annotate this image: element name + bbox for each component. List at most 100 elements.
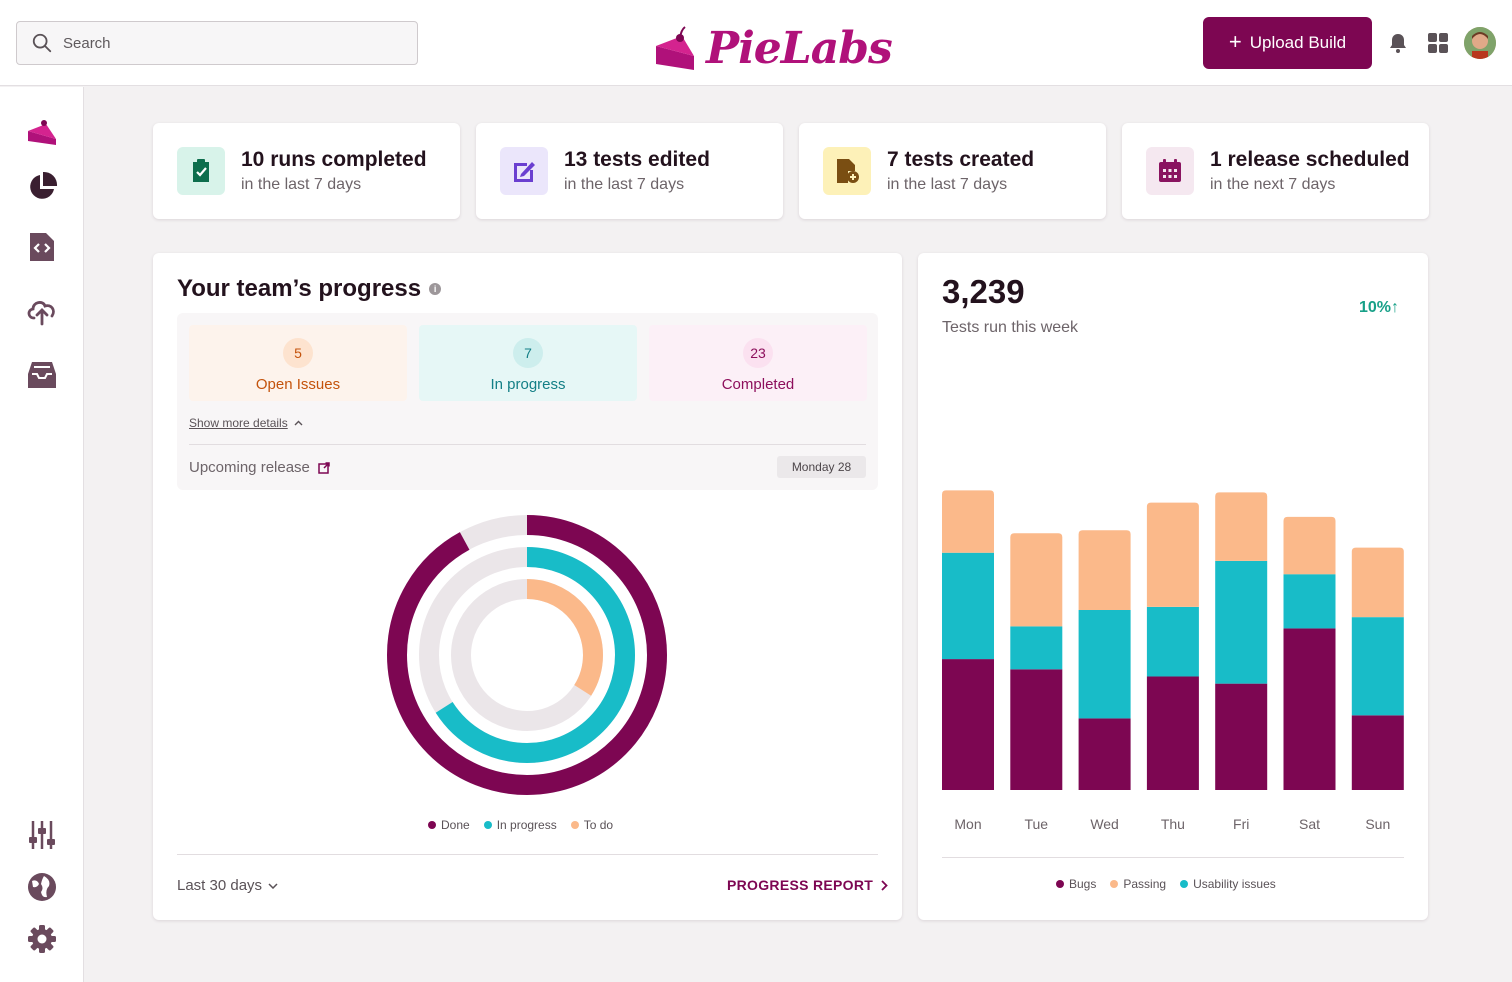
calendar-icon	[1159, 159, 1181, 182]
status-tile-open[interactable]: 5 Open Issues	[189, 325, 407, 401]
sidebar	[0, 87, 84, 982]
bar-segment-usability-issues[interactable]	[1146, 606, 1199, 677]
tests-total: 3,239	[942, 273, 1025, 310]
stat-title: 10 runs completed	[241, 148, 427, 171]
bar-segment-passing[interactable]	[1078, 530, 1131, 610]
chevron-up-icon	[294, 420, 303, 426]
progress-summary: 5 Open Issues 7 In progress 23 Completed…	[177, 313, 878, 490]
sidebar-item-global[interactable]	[24, 869, 60, 905]
progress-title: Your team’s progress	[177, 275, 422, 302]
tests-bar-chart: Mon Tue Wed Thu Fri Sat Sun	[942, 490, 1404, 832]
bar-segment-bugs[interactable]	[1078, 718, 1131, 790]
status-label: Open Issues	[255, 376, 341, 393]
trend-badge: 10%↑	[1359, 299, 1400, 316]
bar-segment-passing[interactable]	[1215, 492, 1268, 561]
legend-label: Usability issues	[1193, 877, 1276, 891]
stat-card-runs[interactable]: 10 runs completed in the last 7 days	[153, 123, 460, 219]
pie-slice-icon	[28, 120, 56, 145]
status-tile-completed[interactable]: 23 Completed	[649, 325, 867, 401]
x-tick-label: Mon	[954, 816, 981, 832]
ring-in-progress	[419, 547, 635, 763]
bar-segment-passing[interactable]	[942, 490, 994, 553]
bar-segment-passing[interactable]	[1351, 547, 1404, 618]
chart-divider	[942, 857, 1404, 858]
release-date-badge: Monday 28	[777, 456, 866, 478]
legend-label: In progress	[496, 818, 557, 832]
upcoming-label: Upcoming release	[189, 459, 310, 476]
x-tick-label: Tue	[1024, 816, 1048, 832]
report-link-label: PROGRESS REPORT	[727, 877, 874, 893]
upload-build-label: Upload Build	[1249, 33, 1347, 52]
date-range-dropdown[interactable]: Last 30 days	[177, 877, 278, 894]
stat-icon-box	[1146, 147, 1194, 195]
user-avatar[interactable]	[1464, 27, 1496, 59]
bar-segment-passing[interactable]	[1010, 533, 1063, 627]
sidebar-item-inbox[interactable]	[24, 357, 60, 393]
plus-icon: +	[1228, 29, 1242, 54]
tests-subtitle: Tests run this week	[942, 319, 1079, 336]
bar-segment-usability-issues[interactable]	[1010, 626, 1063, 670]
upload-build-button[interactable]: + Upload Build	[1203, 17, 1372, 69]
file-add-icon	[837, 159, 859, 183]
chevron-down-icon	[268, 882, 278, 889]
info-icon[interactable]: i	[429, 283, 442, 295]
show-more-label: Show more details	[189, 416, 288, 430]
stat-subtitle: in the next 7 days	[1210, 176, 1336, 193]
sidebar-item-home[interactable]	[24, 113, 60, 149]
globe-icon	[28, 873, 56, 901]
show-more-details-link[interactable]: Show more details	[189, 416, 303, 430]
stat-title: 13 tests edited	[564, 148, 710, 171]
legend-item-passing: Passing	[1110, 877, 1166, 891]
sidebar-item-settings[interactable]	[24, 921, 60, 957]
search-box[interactable]	[16, 21, 418, 65]
status-count: 23	[743, 338, 773, 368]
tests-run-panel: 3,239 Tests run this week 10%↑ Mon Tue Wed…	[918, 253, 1428, 920]
status-count: 5	[283, 338, 313, 368]
legend-label: Done	[441, 818, 470, 832]
bar-segment-usability-issues[interactable]	[1215, 560, 1268, 684]
stat-card-release[interactable]: 1 release scheduled in the next 7 days	[1122, 123, 1429, 219]
status-tile-in-progress[interactable]: 7 In progress	[419, 325, 637, 401]
apps-grid-icon[interactable]	[1426, 31, 1450, 55]
sidebar-item-builds[interactable]	[24, 293, 60, 329]
legend-item-to-do: To do	[570, 818, 614, 832]
upcoming-release[interactable]: Upcoming release	[189, 459, 330, 476]
bell-icon[interactable]	[1386, 31, 1410, 55]
bar-segment-bugs[interactable]	[1351, 715, 1404, 790]
progress-report-link[interactable]: PROGRESS REPORT	[727, 877, 888, 893]
sidebar-item-reports[interactable]	[24, 169, 60, 205]
bar-segment-usability-issues[interactable]	[1351, 617, 1404, 716]
panel-title: Your team’s progress i	[177, 275, 442, 303]
stat-card-edited[interactable]: 13 tests edited in the last 7 days	[476, 123, 783, 219]
bar-segment-passing[interactable]	[1146, 502, 1199, 607]
donut-legend: Done In progress To do	[428, 818, 613, 832]
legend-label: To do	[583, 818, 614, 832]
bar-segment-bugs[interactable]	[1283, 628, 1336, 790]
code-file-icon	[30, 233, 54, 261]
search-input[interactable]	[63, 34, 393, 52]
bar-segment-usability-issues[interactable]	[1078, 610, 1131, 719]
avatar-image	[1464, 27, 1496, 59]
bar-segment-passing[interactable]	[1283, 516, 1336, 575]
sidebar-item-tests[interactable]	[24, 229, 60, 265]
sidebar-item-filters[interactable]	[24, 817, 60, 853]
bar-segment-usability-issues[interactable]	[942, 552, 994, 660]
legend-item-usability: Usability issues	[1180, 877, 1276, 891]
bar-segment-usability-issues[interactable]	[1283, 574, 1336, 629]
bar-segment-bugs[interactable]	[1215, 683, 1268, 790]
pielabs-logo[interactable]: PieLabs	[654, 18, 893, 78]
cloud-upload-icon	[27, 301, 55, 326]
date-range-value: Last 30 days	[177, 877, 263, 894]
x-tick-label: Wed	[1090, 816, 1119, 832]
stat-card-created[interactable]: 7 tests created in the last 7 days	[799, 123, 1106, 219]
stat-subtitle: in the last 7 days	[241, 176, 362, 193]
stat-icon-box	[823, 147, 871, 195]
stat-icon-box	[500, 147, 548, 195]
bar-segment-bugs[interactable]	[942, 659, 994, 790]
bar-segment-bugs[interactable]	[1010, 669, 1063, 790]
legend-item-done: Done	[428, 818, 470, 832]
bar-segment-bugs[interactable]	[1146, 676, 1199, 790]
search-icon	[32, 33, 52, 53]
pie-logo-icon	[656, 26, 694, 70]
sliders-icon	[29, 821, 55, 849]
